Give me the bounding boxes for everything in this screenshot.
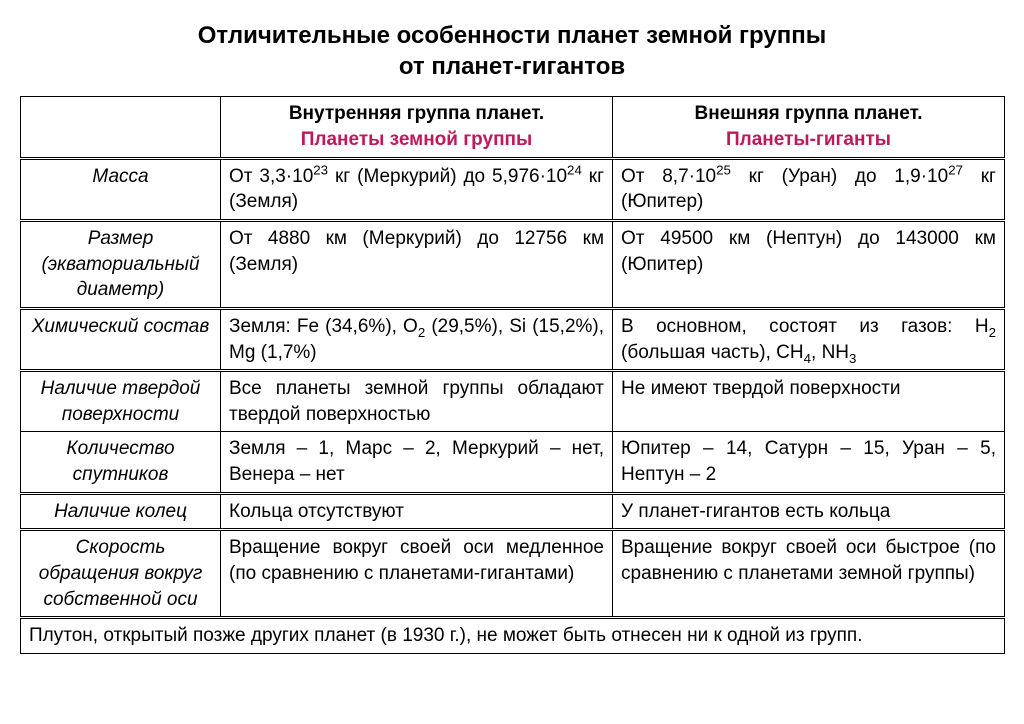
title-line-1: Отличительные особенности планет земной … <box>198 22 826 49</box>
cell-inner: Земля: Fe (34,6%), O2 (29,5%), Si (15,2%… <box>221 308 613 370</box>
footer-note: Плутон, открытый позже других планет (в … <box>21 618 1005 654</box>
row-label: Наличие колец <box>21 493 221 530</box>
header-inner-line2: Планеты земной группы <box>301 129 533 150</box>
cell-inner: Кольца отсутствуют <box>221 493 613 530</box>
cell-outer: Юпитер – 14, Сатурн – 15, Уран – 5, Непт… <box>613 432 1005 493</box>
cell-outer: От 49500 км (Нептун) до 143000 км (Юпите… <box>613 220 1005 308</box>
table-row: Химический составЗемля: Fe (34,6%), O2 (… <box>21 308 1005 370</box>
row-label: Скорость обращения вокруг собственной ос… <box>21 530 221 618</box>
row-label: Масса <box>21 158 221 220</box>
header-empty <box>21 97 221 158</box>
header-inner-group: Внутренняя группа планет. Планеты земной… <box>221 97 613 158</box>
cell-outer: Вращение вокруг своей оси быстрое (по ср… <box>613 530 1005 618</box>
table-row: МассаОт 3,3·1023 кг (Меркурий) до 5,976·… <box>21 158 1005 220</box>
page-title: Отличительные особенности планет земной … <box>20 20 1004 82</box>
cell-outer: Не имеют твердой поверхности <box>613 371 1005 432</box>
cell-outer: У планет-гигантов есть кольца <box>613 493 1005 530</box>
table-header-row: Внутренняя группа планет. Планеты земной… <box>21 97 1005 158</box>
cell-outer: В основном, состоят из газов: H2 (больша… <box>613 308 1005 370</box>
comparison-table: Внутренняя группа планет. Планеты земной… <box>20 96 1005 654</box>
table-row: Наличие колецКольца отсутствуютУ планет-… <box>21 493 1005 530</box>
header-outer-line2: Планеты-гиганты <box>726 129 891 150</box>
table-row: Наличие твердой поверхностиВсе планеты з… <box>21 371 1005 432</box>
row-label: Количество спутников <box>21 432 221 493</box>
table-body: МассаОт 3,3·1023 кг (Меркурий) до 5,976·… <box>21 158 1005 653</box>
row-label: Размер (экваториальный диаметр) <box>21 220 221 308</box>
header-outer-line1: Внешняя группа планет. <box>695 103 923 124</box>
table-row: Количество спутниковЗемля – 1, Марс – 2,… <box>21 432 1005 493</box>
cell-inner: От 4880 км (Меркурий) до 12756 км (Земля… <box>221 220 613 308</box>
table-row: Размер (экваториальный диаметр)От 4880 к… <box>21 220 1005 308</box>
row-label: Наличие твердой поверхности <box>21 371 221 432</box>
header-outer-group: Внешняя группа планет. Планеты-гиганты <box>613 97 1005 158</box>
header-inner-line1: Внутренняя группа планет. <box>289 103 544 124</box>
cell-inner: Земля – 1, Марс – 2, Меркурий – нет, Вен… <box>221 432 613 493</box>
title-line-2: от планет-гигантов <box>399 53 625 80</box>
table-row: Скорость обращения вокруг собственной ос… <box>21 530 1005 618</box>
cell-inner: От 3,3·1023 кг (Меркурий) до 5,976·1024 … <box>221 158 613 220</box>
cell-inner: Вращение вокруг своей оси медленное (по … <box>221 530 613 618</box>
cell-inner: Все планеты земной группы обладают тверд… <box>221 371 613 432</box>
row-label: Химический состав <box>21 308 221 370</box>
table-footer-row: Плутон, открытый позже других планет (в … <box>21 618 1005 654</box>
cell-outer: От 8,7·1025 кг (Уран) до 1,9·1027 кг (Юп… <box>613 158 1005 220</box>
